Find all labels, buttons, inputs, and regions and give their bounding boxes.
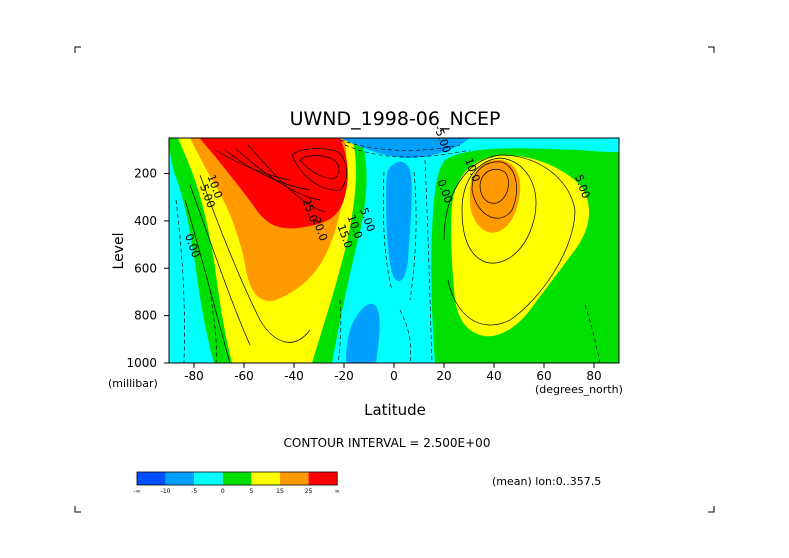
colorbar-swatch (308, 472, 338, 485)
colorbar-frame (136, 471, 338, 486)
x-tick-label: -40 (284, 369, 304, 383)
neg-tropical-lower (346, 303, 380, 363)
colorbar-label: -5 (191, 488, 197, 495)
x-tick-label: 0 (390, 369, 398, 383)
colorbar-swatch (194, 472, 223, 485)
colorbar-swatch (222, 472, 252, 485)
y-axis-label: Level (111, 233, 127, 270)
y-axis-units: (millibar) (108, 377, 158, 390)
negative-contour-lines (175, 139, 601, 363)
neg-tropical-upper (386, 161, 412, 281)
x-tick-label: 20 (436, 369, 451, 383)
colorbar-label: -10 (161, 488, 171, 495)
contour-field (169, 138, 619, 363)
y-tick-label: 400 (134, 214, 157, 228)
chart-title: UWND_1998-06_NCEP (290, 108, 501, 130)
y-tick-label: 800 (134, 309, 157, 323)
colorbar-swatch (137, 472, 166, 485)
colorbar-label: 0 (221, 488, 225, 495)
colorbar: -∞ -10 -5 0 5 15 25 ∞ (133, 471, 340, 495)
y-tick-label: 600 (134, 261, 157, 275)
x-tick-label: -60 (234, 369, 254, 383)
x-tick-label: -80 (184, 369, 204, 383)
y-tick-label: 1000 (126, 356, 157, 370)
contour-lines (184, 144, 576, 363)
x-tick-label: 80 (586, 369, 601, 383)
colorbar-swatch (280, 472, 309, 485)
y-tick-label: 200 (134, 167, 157, 181)
x-tick-label: 60 (536, 369, 551, 383)
colorbar-label: 25 (305, 488, 313, 495)
x-tick-label: 40 (486, 369, 501, 383)
y-axis: 200 400 600 800 1000 (126, 167, 169, 370)
neg-upper-strip (340, 138, 470, 158)
colorbar-swatch (251, 472, 280, 485)
colorbar-label: 15 (276, 488, 284, 495)
contour-interval-text: CONTOUR INTERVAL = 2.500E+00 (284, 436, 491, 450)
colorbar-label: 5 (249, 488, 253, 495)
x-tick-label: -20 (334, 369, 354, 383)
crop-marks (74, 46, 715, 513)
colorbar-swatch (165, 472, 195, 485)
x-axis: -80 -60 -40 -20 0 20 40 60 80 (184, 363, 602, 383)
colorbar-label: ∞ (335, 488, 340, 495)
mean-longitude-text: (mean) lon:0..357.5 (492, 475, 601, 488)
x-axis-units: (degrees_north) (535, 383, 623, 396)
colorbar-label: -∞ (133, 488, 140, 495)
x-axis-label: Latitude (364, 401, 426, 419)
